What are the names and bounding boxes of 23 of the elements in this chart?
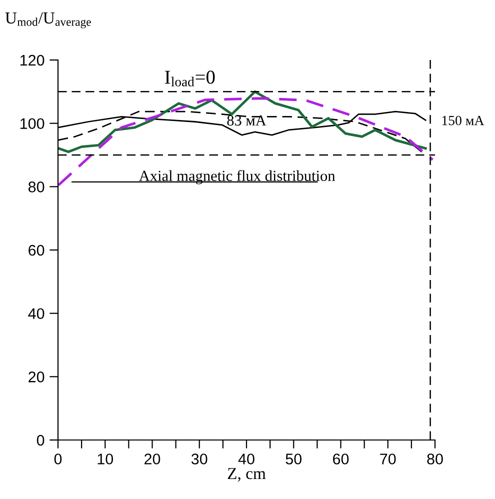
y-tick-label: 80 bbox=[28, 182, 44, 192]
x-tick-label: 70 bbox=[380, 454, 396, 464]
annotation: I$_{load}$=0 bbox=[164, 70, 215, 86]
y-axis-title: U$_{mod}$/U$_{average}$ bbox=[5, 12, 91, 28]
x-tick-label: 20 bbox=[144, 454, 160, 464]
x-tick-label: 0 bbox=[54, 454, 62, 464]
x-tick-label: 30 bbox=[191, 454, 208, 464]
x-tick-label: 40 bbox=[238, 454, 254, 464]
x-tick-label: 60 bbox=[333, 454, 349, 464]
x-tick-label: 80 bbox=[427, 454, 443, 464]
line-series bbox=[58, 90, 427, 154]
x-axis-title: Z, cm bbox=[228, 468, 266, 482]
annotation: Axial magnetic flux distribution bbox=[139, 170, 336, 184]
y-tick-label: 60 bbox=[28, 244, 44, 256]
y-tick-label: 40 bbox=[28, 308, 44, 320]
y-tick-label: 0 bbox=[36, 434, 44, 446]
x-tick-label: 10 bbox=[98, 454, 114, 464]
line-series bbox=[58, 97, 434, 186]
y-tick-label: 120 bbox=[20, 54, 44, 66]
x-tick-label: 50 bbox=[286, 454, 302, 464]
text: 150 мА bbox=[442, 116, 484, 126]
y-tick-label: 100 bbox=[20, 118, 44, 130]
y-tick-label: 20 bbox=[28, 372, 44, 382]
